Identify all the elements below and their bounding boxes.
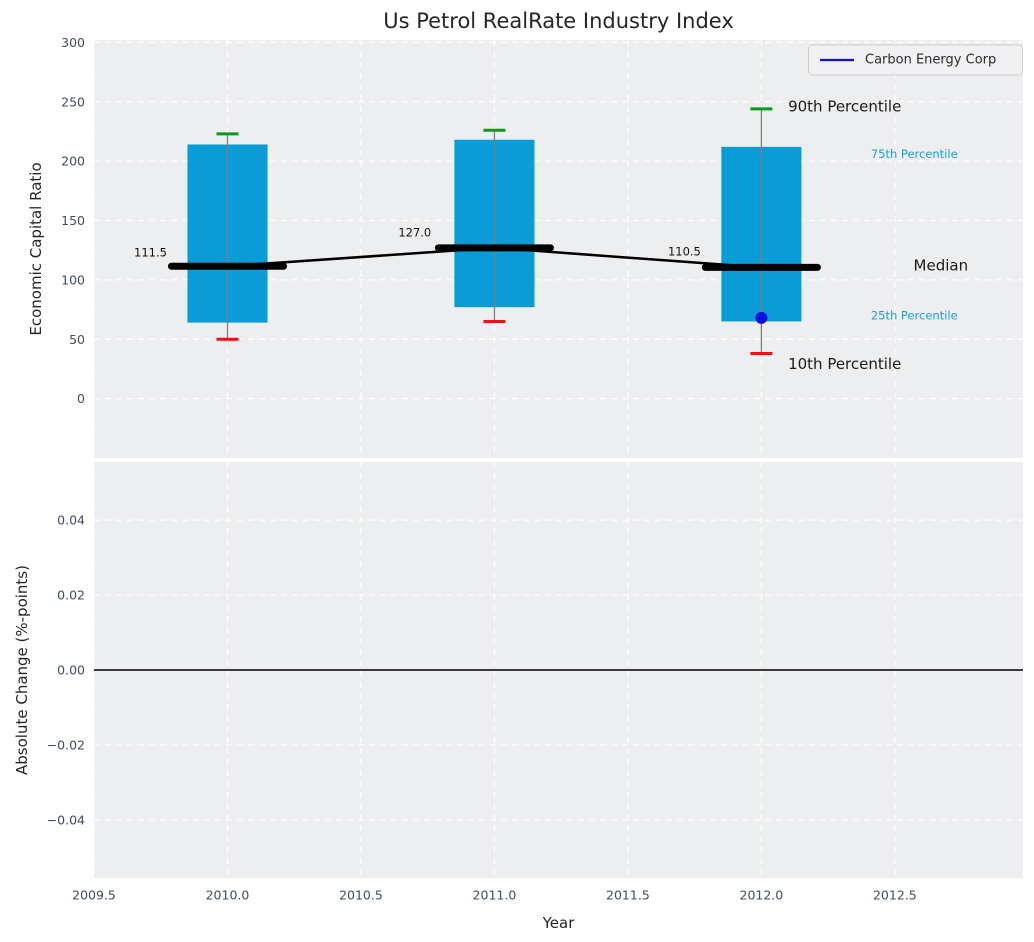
bottom-ytick-label: 0.04 xyxy=(57,513,85,528)
top-ytick-label: 200 xyxy=(61,154,85,169)
x-axis-label: Year xyxy=(542,914,576,932)
annotation-median: Median xyxy=(914,257,969,275)
annotation-111-5: 111.5 xyxy=(134,246,167,260)
xtick-label: 2012.0 xyxy=(740,888,784,903)
bottom-ytick-label: 0.02 xyxy=(57,588,85,603)
annotation-90th-percentile: 90th Percentile xyxy=(788,98,901,116)
xtick-label: 2010.5 xyxy=(339,888,383,903)
bottom-ytick-label: 0.00 xyxy=(57,663,85,678)
legend-label: Carbon Energy Corp xyxy=(865,53,996,68)
bottom-ytick-label: −0.04 xyxy=(47,812,85,827)
annotation-127-0: 127.0 xyxy=(398,225,431,239)
annotation-10th-percentile: 10th Percentile xyxy=(788,355,901,373)
annotation-110-5: 110.5 xyxy=(668,244,701,258)
company-point xyxy=(755,311,768,324)
xtick-label: 2011.5 xyxy=(606,888,650,903)
top-ytick-label: 0 xyxy=(77,391,85,406)
y-axis-label-top: Economic Capital Ratio xyxy=(27,162,45,335)
top-ytick-label: 150 xyxy=(61,213,85,228)
xtick-label: 2012.5 xyxy=(873,888,917,903)
top-ytick-label: 100 xyxy=(61,272,85,287)
legend-box xyxy=(808,44,1023,76)
xtick-label: 2010.0 xyxy=(206,888,250,903)
bottom-ytick-label: −0.02 xyxy=(47,737,85,752)
xtick-label: 2011.0 xyxy=(473,888,517,903)
annotation-75th-percentile: 75th Percentile xyxy=(871,147,958,161)
top-ytick-label: 250 xyxy=(61,94,85,109)
top-ytick-label: 300 xyxy=(61,35,85,50)
y-axis-label-bottom: Absolute Change (%-points) xyxy=(13,565,31,775)
xtick-label: 2009.5 xyxy=(72,888,116,903)
top-ytick-label: 50 xyxy=(69,332,85,347)
annotation-25th-percentile: 25th Percentile xyxy=(871,309,958,323)
chart-title: Us Petrol RealRate Industry Index xyxy=(383,9,734,33)
